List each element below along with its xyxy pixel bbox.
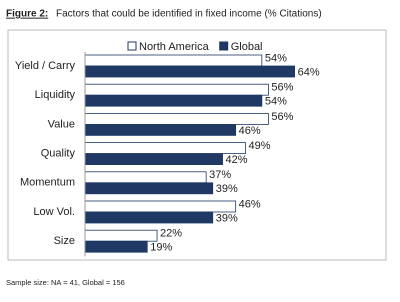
category-label: Quality xyxy=(41,148,76,160)
bar xyxy=(84,83,269,96)
legend-label: Global xyxy=(231,41,263,53)
legend-swatch xyxy=(127,41,137,51)
value-label: 54% xyxy=(265,96,287,108)
value-label: 54% xyxy=(265,52,287,64)
chart-title-label: Figure 2: xyxy=(6,9,48,20)
category-label: Size xyxy=(54,235,75,247)
value-label: 19% xyxy=(150,242,172,254)
bar xyxy=(84,211,214,224)
bar xyxy=(84,65,296,78)
value-label: 39% xyxy=(216,212,238,224)
category-label: Momentum xyxy=(20,177,75,189)
value-label: 37% xyxy=(209,169,231,181)
category-label: Low Vol. xyxy=(33,206,75,218)
legend-swatch xyxy=(219,41,229,51)
value-label: 46% xyxy=(239,125,261,137)
category-label: Yield / Carry xyxy=(15,60,76,72)
category-label: Value xyxy=(48,118,75,130)
bar xyxy=(84,182,214,195)
bar xyxy=(84,54,263,67)
value-label: 56% xyxy=(271,82,293,94)
value-label: 56% xyxy=(271,111,293,123)
value-label: 22% xyxy=(160,228,182,240)
bar xyxy=(84,94,263,107)
bar xyxy=(84,124,237,136)
value-label: 46% xyxy=(239,198,261,210)
bar xyxy=(84,113,269,125)
bar xyxy=(84,153,223,166)
value-label: 42% xyxy=(226,154,248,166)
bar xyxy=(84,200,237,213)
bar xyxy=(84,229,158,242)
value-label: 64% xyxy=(298,66,320,78)
chart-title: Factors that could be identified in fixe… xyxy=(56,9,322,20)
bar xyxy=(84,171,207,184)
bar xyxy=(84,142,246,155)
value-label: 39% xyxy=(216,183,238,195)
legend-label: North America xyxy=(139,41,210,53)
plot-frame xyxy=(7,29,387,261)
bar xyxy=(84,240,148,253)
footnote: Sample size: NA = 41, Global = 156 xyxy=(6,278,125,287)
value-label: 49% xyxy=(248,140,270,152)
category-label: Liquidity xyxy=(35,89,76,101)
